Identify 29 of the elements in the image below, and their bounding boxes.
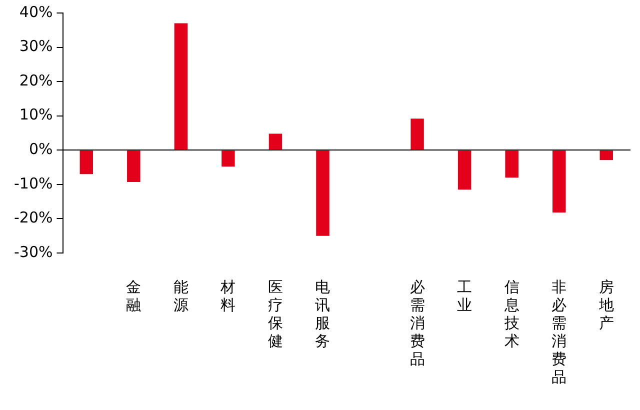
y-tick-label: 30% bbox=[19, 37, 53, 56]
y-tick-label: -20% bbox=[14, 208, 53, 227]
bar bbox=[552, 150, 566, 213]
x-tick-label: 房地产 bbox=[598, 278, 614, 332]
x-tick-label: 工业 bbox=[457, 278, 472, 314]
bar bbox=[80, 150, 94, 174]
y-tick-label: 10% bbox=[19, 106, 53, 124]
bar bbox=[222, 150, 235, 167]
bar bbox=[174, 23, 188, 150]
x-tick-label: 必需消费品 bbox=[410, 278, 425, 368]
bar bbox=[127, 150, 140, 182]
y-tick-label: -10% bbox=[14, 174, 53, 192]
y-tick-label: 20% bbox=[19, 71, 53, 90]
y-tick-label: -30% bbox=[14, 242, 53, 261]
x-tick-label: 电讯服务 bbox=[315, 278, 330, 350]
y-tick-label: 40% bbox=[19, 2, 53, 21]
x-tick-label: 能源 bbox=[173, 278, 188, 314]
y-tick-label: 0% bbox=[28, 140, 53, 158]
x-tick-label: 非必需消费品 bbox=[552, 278, 567, 386]
bar bbox=[458, 150, 472, 190]
x-tick-label: 金融 bbox=[126, 278, 142, 314]
bar bbox=[505, 150, 518, 178]
bar bbox=[316, 150, 330, 236]
x-tick-label: 信息技术 bbox=[503, 278, 520, 350]
bar bbox=[410, 118, 424, 150]
x-tick-label: 材料 bbox=[220, 278, 236, 314]
x-tick-label: 医疗保健 bbox=[268, 278, 283, 350]
bar bbox=[268, 134, 282, 150]
bar bbox=[600, 150, 613, 160]
